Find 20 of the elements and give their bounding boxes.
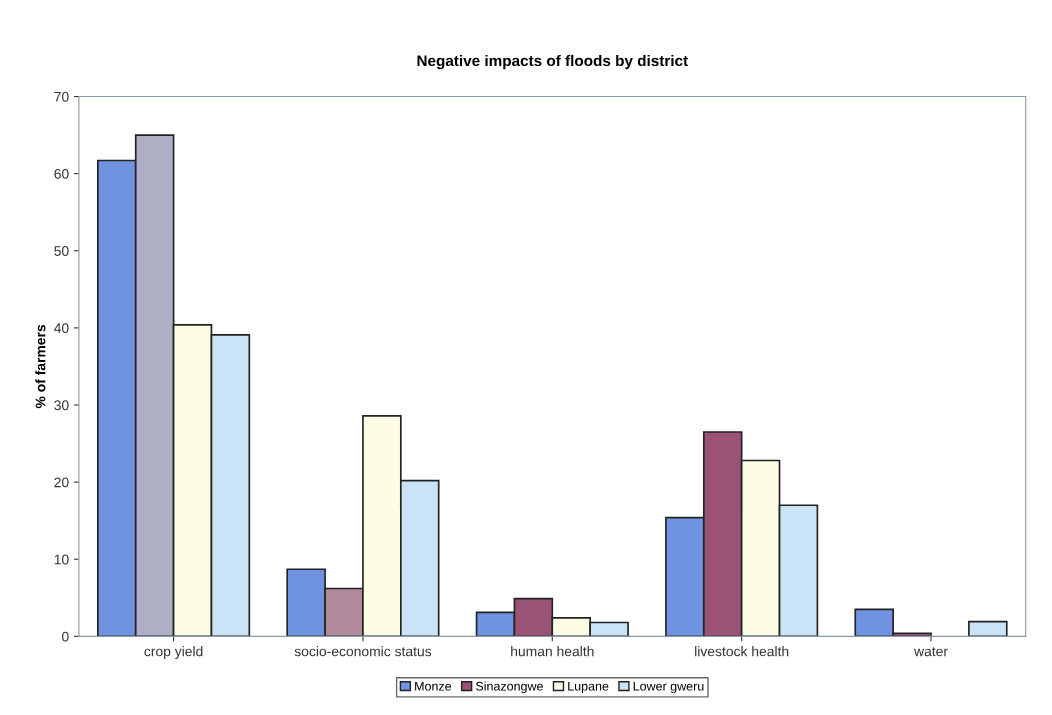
legend-label: Sinazongwe — [475, 681, 543, 694]
bar — [968, 620, 1008, 637]
y-tick-label: 50 — [54, 246, 69, 256]
y-tick-label: 40 — [54, 323, 69, 334]
x-tick-label: socio-economic status — [294, 646, 432, 657]
y-tick-label: 0 — [62, 631, 69, 642]
y-tick-label: 30 — [54, 400, 69, 411]
chart-title: Negative impacts of floods by district — [417, 54, 688, 70]
x-tick-label: crop yield — [144, 646, 203, 660]
x-tick-label: water — [914, 647, 948, 657]
y-tick-label: 70 — [54, 91, 69, 102]
y-tick-label: 20 — [54, 477, 69, 488]
legend-label: Lupane — [568, 681, 609, 694]
y-axis-title: % of farmers — [35, 324, 46, 409]
x-tick-label: human health — [511, 646, 594, 657]
legend-label: Lower gweru — [633, 681, 704, 694]
x-tick-label: livestock health — [695, 646, 789, 657]
y-tick-label: 10 — [54, 554, 69, 565]
y-tick-label: 60 — [54, 168, 69, 179]
legend-label: Monze — [415, 681, 452, 691]
